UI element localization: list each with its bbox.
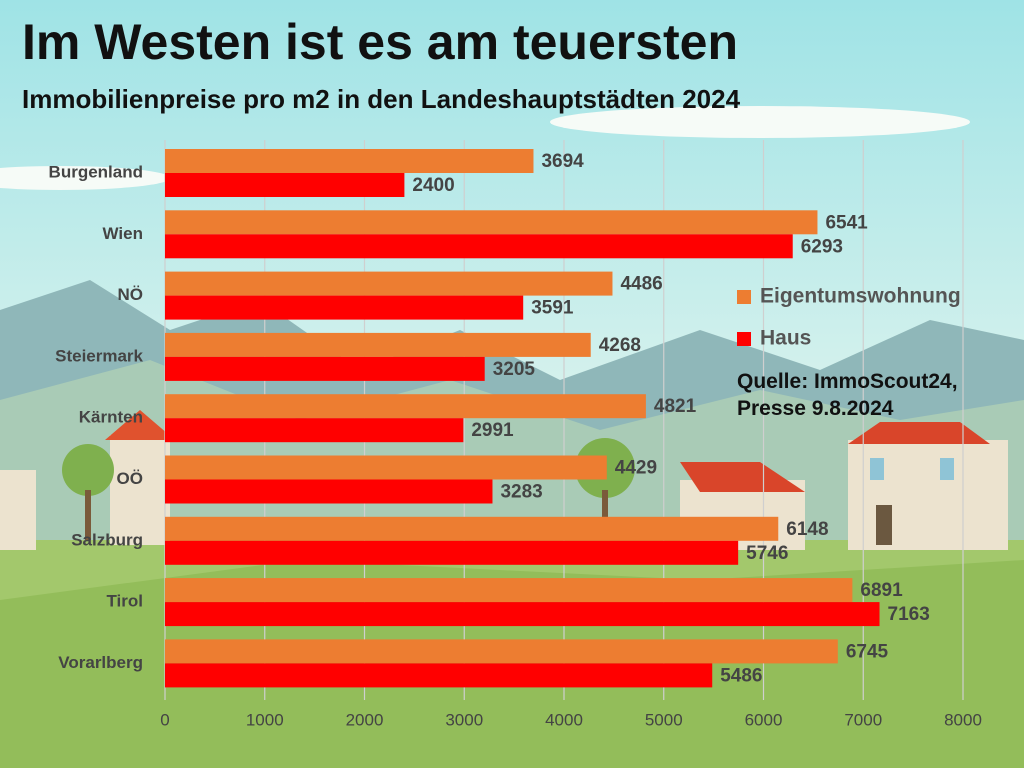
value-label: 6148 [786,519,828,540]
x-tick-label: 2000 [346,710,384,729]
bar [165,578,853,603]
y-tick-label: Wien [103,224,143,243]
source-box: Quelle: ImmoScout24, Presse 9.8.2024 [737,370,958,420]
y-tick-label: Burgenland [49,162,143,181]
value-label: 4486 [620,274,662,295]
y-tick-label: Kärnten [79,408,143,427]
chart-title: Im Westen ist es am teuersten [22,14,738,70]
bar [165,540,739,565]
bar [165,516,779,541]
bar [165,332,591,357]
chart-subtitle: Immobilienpreise pro m2 in den Landeshau… [22,84,741,114]
value-label: 3205 [493,359,536,380]
y-tick-label: Salzburg [71,530,143,549]
value-label: 2991 [471,420,514,441]
value-label: 5486 [720,665,762,686]
x-tick-label: 1000 [246,710,284,729]
bar [165,210,818,235]
value-label: 6891 [860,580,903,601]
x-tick-label: 8000 [944,710,982,729]
y-tick-label: OÖ [117,469,143,488]
bar [165,149,534,173]
y-tick-label: Vorarlberg [58,653,143,672]
x-tick-label: 5000 [645,710,683,729]
legend-label: Eigentumswohnung [760,285,961,308]
value-label: 6293 [801,236,843,257]
value-label: 3694 [541,151,584,172]
source-note: Quelle: ImmoScout24, Presse 9.8.2024 [737,370,958,420]
bar [165,455,607,480]
y-tick-label: Tirol [106,592,143,611]
x-tick-label: 7000 [844,710,882,729]
x-tick-label: 0 [160,710,169,729]
bar [165,639,838,664]
x-tick-label: 3000 [445,710,483,729]
y-tick-label: NÖ [118,285,144,304]
bar [165,173,405,197]
bar [165,271,613,296]
bar [165,479,493,504]
value-label: 3283 [500,482,542,503]
value-label: 5746 [746,543,788,564]
legend-swatch [737,290,751,304]
bar [165,602,880,627]
plot-area: 0 1000 2000 3000 4000 5000 6000 7000 8000 Burgenl… [49,140,982,729]
value-label: 2400 [412,175,454,196]
legend-label: Haus [760,327,811,350]
y-tick-label: Steiermark [55,346,143,365]
value-label: 6745 [846,641,889,662]
value-label: 4429 [615,458,657,479]
bar [165,356,485,381]
bar [165,295,524,320]
bar [165,418,464,443]
x-tick-label: 4000 [545,710,583,729]
value-label: 4821 [654,396,697,417]
value-label: 3591 [531,298,574,319]
bar [165,234,793,259]
legend-swatch [737,332,751,346]
bar [165,394,646,419]
value-label: 6541 [825,212,868,233]
value-label: 4268 [599,335,641,356]
bar [165,663,713,688]
value-label: 7163 [888,604,930,625]
x-tick-label: 6000 [745,710,783,729]
